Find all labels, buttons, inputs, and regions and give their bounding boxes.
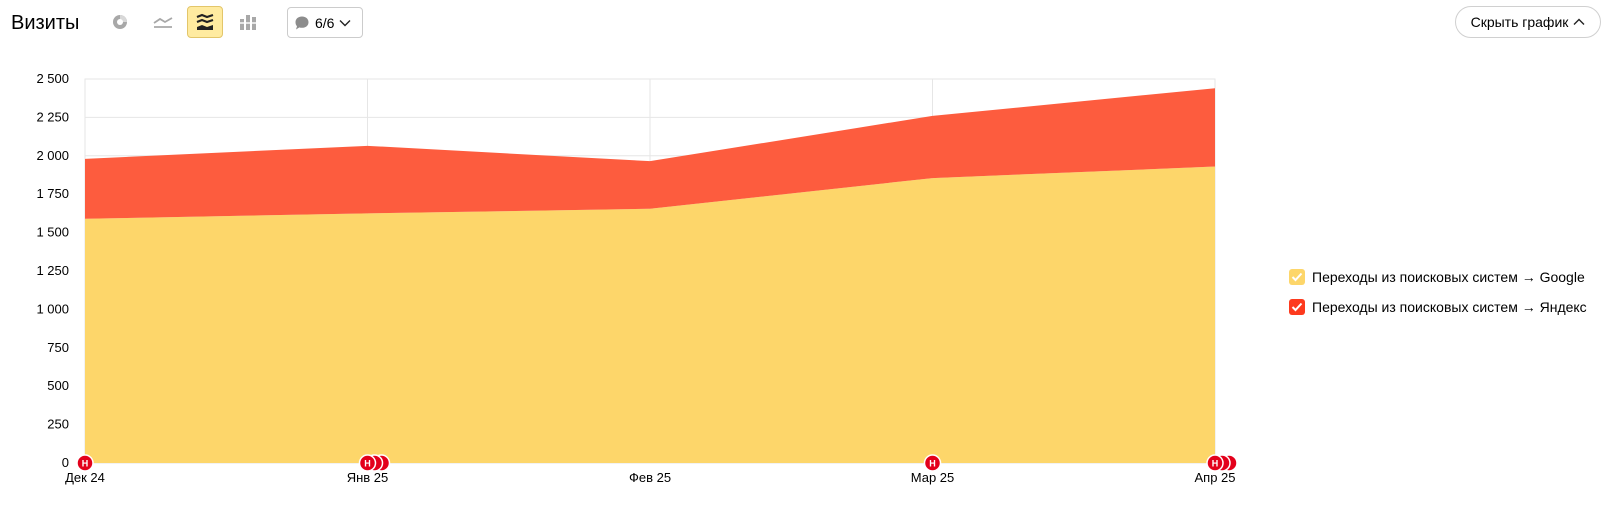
legend-label-yandex: Переходы из поисковых систем → Яндекс <box>1312 299 1587 315</box>
chart-legend: Переходы из поисковых систем → Google Пе… <box>1289 262 1587 322</box>
check-icon <box>1291 302 1303 312</box>
annotation-marker[interactable]: Н <box>358 454 391 472</box>
y-tick-label: 500 <box>47 378 69 393</box>
annotations-toggle-button[interactable]: 6/6 <box>287 7 363 38</box>
legend-item-yandex[interactable]: Переходы из поисковых систем → Яндекс <box>1289 292 1587 322</box>
hide-chart-label: Скрыть график <box>1470 14 1569 30</box>
x-axis: Дек 24 Янв 25 Фев 25 Мар 25 Апр 25 <box>65 470 1235 485</box>
annotation-marker-label: Н <box>82 459 89 469</box>
area-series-google <box>85 166 1215 463</box>
annotation-marker[interactable]: Н <box>76 454 94 472</box>
legend-label-google: Переходы из поисковых систем → Google <box>1312 269 1585 285</box>
x-tick-label: Апр 25 <box>1194 470 1235 485</box>
y-tick-label: 1 500 <box>36 225 69 240</box>
comment-icon <box>295 16 309 29</box>
annotation-marker-label: Н <box>929 459 936 469</box>
line-chart-button[interactable] <box>145 6 181 38</box>
annotation-marker-label: Н <box>1212 459 1219 469</box>
check-icon <box>1291 272 1303 282</box>
y-axis: 0 250 500 750 1 000 1 250 1 500 1 750 2 000 2 250… <box>36 71 69 470</box>
annotation-marker-dot <box>76 454 94 472</box>
annotation-marker[interactable]: Н <box>1206 454 1238 472</box>
checkbox-yandex[interactable] <box>1289 299 1305 315</box>
y-tick-label: 2 500 <box>36 71 69 86</box>
chart-areas <box>85 88 1215 463</box>
y-tick-label: 1 750 <box>36 186 69 201</box>
pie-chart-button[interactable] <box>102 6 138 38</box>
y-tick-label: 750 <box>47 340 69 355</box>
annotation-marker-label: Н <box>364 459 371 469</box>
bar-chart-button[interactable] <box>230 6 266 38</box>
page-title: Визиты <box>11 12 80 34</box>
annotation-marker-dot <box>358 454 377 472</box>
legend-item-google[interactable]: Переходы из поисковых систем → Google <box>1289 262 1587 292</box>
chevron-up-icon <box>1573 18 1585 25</box>
x-tick-label: Мар 25 <box>911 470 955 485</box>
annotation-marker[interactable]: Н <box>923 454 942 472</box>
y-tick-label: 1 250 <box>36 263 69 278</box>
checkbox-google[interactable] <box>1289 269 1305 285</box>
x-tick-label: Янв 25 <box>347 470 389 485</box>
bar-chart-icon <box>240 15 256 30</box>
annotation-marker-dot <box>923 454 942 472</box>
stacked-area-icon <box>196 13 214 30</box>
area-series-yandex <box>85 88 1215 219</box>
y-tick-label: 2 000 <box>36 148 69 163</box>
y-tick-label: 2 250 <box>36 109 69 124</box>
x-tick-label: Фев 25 <box>629 470 671 485</box>
stacked-area-button[interactable] <box>187 6 223 38</box>
annotations-count: 6/6 <box>315 14 335 31</box>
annotation-marker-dot <box>1206 454 1224 472</box>
line-chart-icon <box>153 17 173 28</box>
y-tick-label: 0 <box>62 455 69 470</box>
hide-chart-button[interactable]: Скрыть график <box>1455 6 1601 38</box>
y-tick-label: 1 000 <box>36 301 69 316</box>
chevron-down-icon <box>339 19 351 26</box>
x-tick-label: Дек 24 <box>65 470 105 485</box>
y-tick-label: 250 <box>47 417 69 432</box>
pie-chart-icon <box>113 15 127 29</box>
